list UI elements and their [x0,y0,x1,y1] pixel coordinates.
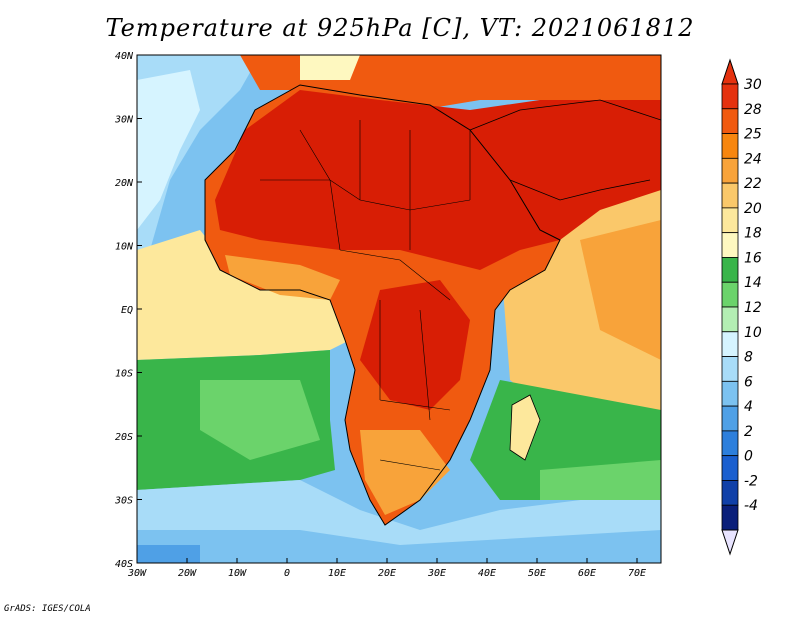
lon-label: 40E [478,568,496,579]
colorbar-swatch [721,306,739,333]
colorbar-swatch [721,380,739,407]
colorbar-label: 18 [744,226,762,242]
colorbar-top-arrow [721,58,739,85]
colorbar-label: 12 [744,300,762,316]
colorbar-label: 4 [744,399,753,415]
colorbar-swatch [721,257,739,283]
arabia-coastline [469,99,661,201]
latitude-axis: 40N 30N 20N 10N EQ 10S 20S 30S 40S [114,51,142,570]
tropical-atlantic-warm [137,230,350,360]
lon-label: 50E [528,568,546,579]
lat-label: 10N [115,242,134,253]
lat-label: 20N [115,178,134,189]
lon-label: 30W [127,568,147,579]
guinea-coast-mild [225,255,340,300]
lon-label: 70E [628,568,646,579]
colorbar-swatch [721,182,739,209]
colorbar-swatch [721,430,739,457]
madagascar [509,394,541,461]
lon-label: 10W [228,568,247,579]
colorbar-swatch [721,480,739,506]
colorbar-swatch [721,356,739,382]
colorbar-swatch [721,455,739,481]
temperature-field [137,55,661,563]
south-indian-light [540,460,661,500]
arabian-sea-warm [580,220,661,360]
colorbar-bottom-arrow [721,529,739,556]
credit-text: GrADS: IGES/COLA [4,604,91,614]
colorbar-label: 24 [744,151,762,167]
central-africa-hot [360,280,470,410]
lat-label: 10S [115,369,133,380]
europe-cool-patch [300,55,360,80]
colorbar-swatch [721,157,739,184]
longitude-axis: 30W 20W 10W 0 10E 20E 30E 40E 50E 60E 70E [127,558,646,579]
colorbar-swatch [721,133,739,159]
colorbar-label: 0 [744,449,753,465]
lat-label: 20S [115,432,133,443]
lat-label: 30N [114,115,134,126]
colorbar-swatch [721,83,739,110]
colorbar-swatch [721,207,739,234]
colorbar-label: 10 [744,325,762,341]
canary-cool-current [137,70,200,230]
colorbar-label: 2 [744,424,753,440]
colorbar-swatch [721,232,739,258]
colorbar-label: 22 [744,176,762,192]
far-south-cold [137,545,200,563]
sahara-arabia-hot [215,90,661,270]
colorbar-label: 6 [744,374,753,390]
lat-label: 30S [114,496,133,507]
lon-label: 10E [328,568,346,579]
lon-label: 0 [284,568,290,579]
colorbar-label: 30 [744,77,762,93]
lon-label: 20W [178,568,197,579]
lat-label: 40S [115,559,133,570]
country-borders [260,120,471,471]
colorbar-label: -4 [744,498,758,514]
colorbar-label: 25 [744,127,762,143]
colorbar-label: 28 [744,102,762,118]
colorbar-swatch [721,331,739,357]
lon-label: 60E [578,568,596,579]
africa-coastline [204,84,561,526]
lon-label: 20E [378,568,396,579]
colorbar-swatch [721,108,739,134]
map-title: Temperature at 925hPa [C], VT: 202106181… [105,14,695,42]
colorbar-swatch [721,504,739,531]
lat-label: 40N [115,51,134,62]
colorbar-label: 20 [744,201,762,217]
colorbar-swatch [721,405,739,432]
colorbar-label: 8 [744,350,753,366]
southern-africa-mild [360,430,450,515]
lat-label: EQ [121,305,133,316]
colorbar-label: 14 [744,275,762,291]
lon-label: 30E [427,568,446,579]
colorbar-swatch [721,281,739,308]
colorbar-label: -2 [744,473,758,489]
southern-ocean-cold [137,530,661,563]
south-atlantic-light [200,380,320,460]
colorbar-label: 16 [744,250,762,266]
